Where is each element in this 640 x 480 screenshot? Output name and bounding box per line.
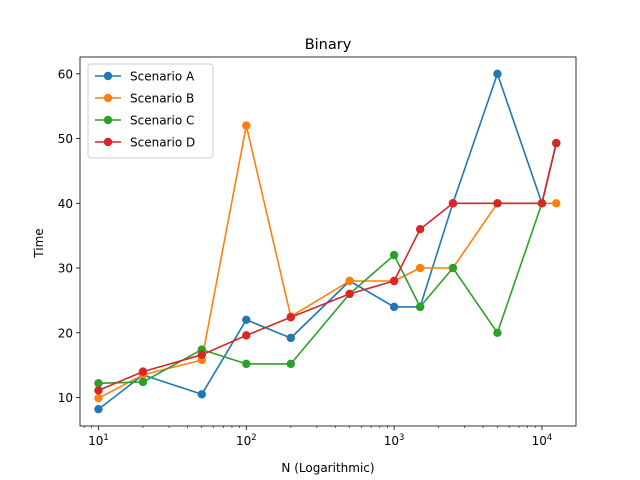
y-tick-label: 10 — [58, 391, 73, 405]
data-point — [94, 386, 103, 395]
y-tick-label: 20 — [58, 326, 73, 340]
x-axis-label: N (Logarithmic) — [281, 461, 374, 475]
series-layer — [94, 69, 561, 414]
legend-label: Scenario D — [130, 136, 195, 150]
data-point — [197, 390, 206, 399]
data-point — [345, 289, 354, 299]
y-tick-label: 40 — [58, 197, 73, 211]
legend-box — [87, 63, 214, 159]
series-line — [98, 73, 558, 410]
legend-swatch-marker — [103, 137, 113, 147]
data-point — [286, 359, 295, 369]
data-point — [415, 302, 425, 312]
series-2 — [94, 121, 561, 403]
data-point — [415, 225, 425, 234]
y-tick-label: 50 — [58, 132, 73, 146]
series-line — [98, 142, 558, 392]
legend-swatch-marker — [103, 71, 113, 81]
y-axis-ticks: 10 20 30 40 50 60 — [58, 67, 80, 405]
plot-area — [79, 56, 577, 427]
legend-entry: Scenario D — [95, 136, 195, 150]
legend-label: Scenario B — [130, 92, 194, 106]
data-point — [552, 138, 561, 148]
series-line — [98, 142, 558, 385]
legend-label: Scenario A — [130, 70, 195, 84]
y-tick-label: 30 — [58, 262, 73, 276]
series-4 — [94, 138, 561, 395]
x-axis-ticks: 101 102 103 104 — [83, 426, 553, 448]
legend-label: Scenario C — [130, 114, 194, 128]
data-point — [448, 199, 458, 208]
y-tick-label: 60 — [58, 67, 73, 81]
legend-entry: Scenario C — [95, 114, 194, 128]
data-point — [389, 302, 399, 312]
data-point — [94, 404, 103, 414]
data-point — [242, 315, 251, 325]
legend-entry: Scenario A — [95, 70, 195, 84]
data-point — [493, 199, 502, 208]
data-point — [389, 276, 399, 286]
legend-swatch-marker — [103, 93, 113, 103]
data-point — [94, 379, 103, 388]
legend: Scenario A Scenario B Scenario C Scenario D — [87, 63, 214, 159]
plot-frame — [79, 56, 577, 427]
legend-entry: Scenario B — [95, 92, 194, 106]
data-point — [138, 377, 148, 387]
data-point — [448, 263, 458, 273]
data-point — [552, 199, 561, 208]
data-point — [537, 199, 547, 208]
data-point — [197, 350, 206, 359]
data-point — [286, 313, 295, 322]
series-3 — [94, 138, 561, 388]
y-axis-label: Time — [32, 228, 46, 258]
x-tick-label: 103 — [384, 433, 405, 448]
series-line — [98, 124, 557, 399]
data-point — [493, 328, 502, 337]
data-point — [345, 276, 354, 286]
data-point — [94, 393, 103, 403]
data-point — [242, 121, 251, 130]
data-point — [286, 333, 295, 343]
data-point — [242, 359, 251, 369]
legend-swatch-marker — [103, 115, 113, 125]
x-tick-label: 101 — [88, 433, 109, 448]
chart-title: Binary — [305, 37, 352, 53]
data-point — [389, 250, 399, 260]
data-point — [138, 367, 148, 376]
data-point — [415, 263, 425, 273]
x-tick-label: 102 — [236, 433, 257, 448]
data-point — [493, 69, 502, 79]
data-point — [242, 331, 251, 340]
x-tick-label: 104 — [532, 433, 553, 448]
